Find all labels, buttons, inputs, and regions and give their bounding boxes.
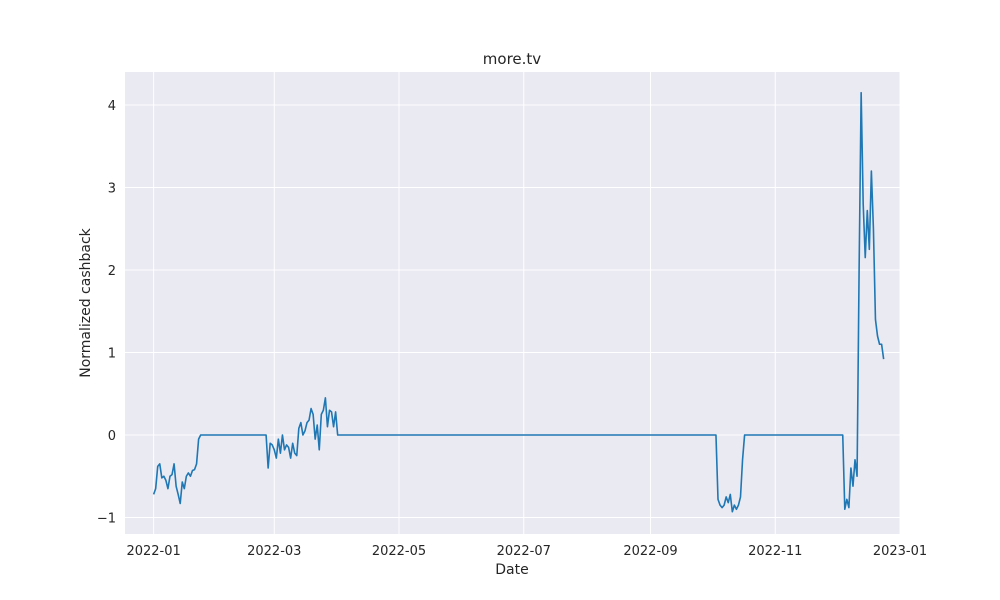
y-tick-label: −1 [97,512,116,527]
x-tick-label: 2023-01 [873,544,927,559]
y-tick-label: 4 [108,99,116,114]
x-tick-label: 2022-03 [247,544,301,559]
chart-title: more.tv [483,50,542,68]
x-tick-label: 2022-07 [497,544,551,559]
y-tick-label: 3 [108,182,116,197]
x-tick-label: 2022-09 [623,544,677,559]
x-tick-labels: 2022-01 2022-03 2022-05 2022-07 2022-09 2022-… [126,544,927,559]
x-tick-label: 2022-11 [748,544,802,559]
x-tick-label: 2022-05 [372,544,426,559]
y-axis-label: Normalized cashback [78,227,94,377]
x-tick-label: 2022-01 [126,544,180,559]
y-tick-label: 2 [108,264,116,279]
plot-area [125,72,900,534]
y-tick-label: 0 [108,429,116,444]
y-tick-labels: −1 0 1 2 3 4 [97,99,116,527]
y-tick-label: 1 [108,347,116,362]
series-line [152,91,885,513]
series-group [152,91,885,513]
x-axis-label: Date [495,562,528,578]
